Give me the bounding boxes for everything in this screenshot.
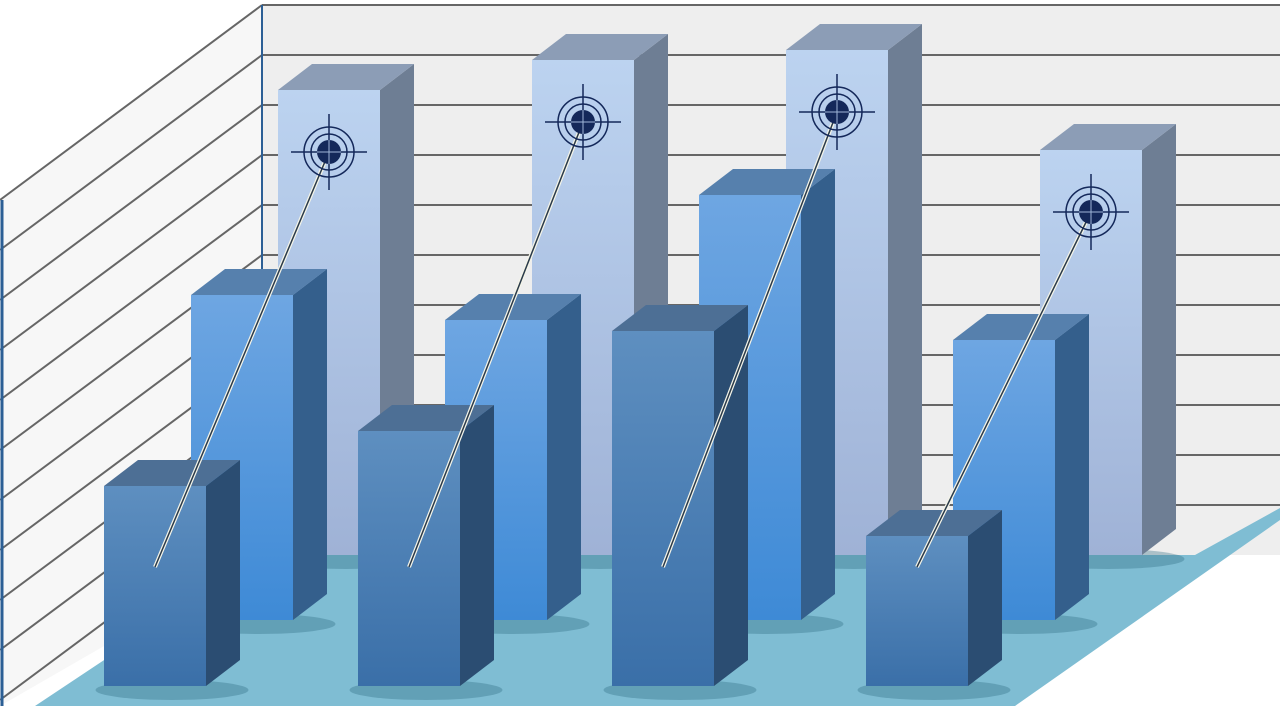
bar-top [953, 314, 1089, 340]
pointer-line [408, 121, 584, 568]
bar-top [612, 305, 748, 331]
bar-front [866, 536, 968, 686]
bar-front [104, 486, 206, 686]
bar [603, 305, 757, 700]
bar-side [206, 460, 240, 686]
bar [182, 269, 336, 634]
target-ring-outer [303, 126, 355, 178]
target-ring-inner [310, 133, 348, 171]
side-gridline [0, 54, 263, 251]
bar [857, 510, 1011, 700]
bar-top [699, 169, 835, 195]
bar-top [191, 269, 327, 295]
bar-front [612, 331, 714, 686]
bar-side [460, 405, 494, 686]
bar-top [278, 64, 414, 90]
pointer-line [916, 211, 1092, 568]
bar-top [445, 294, 581, 320]
bar-side [1142, 124, 1176, 555]
bar-top [104, 460, 240, 486]
target-markers [291, 74, 1129, 250]
target-ring-inner [1072, 193, 1110, 231]
bar-side [293, 269, 327, 620]
pointer-line [662, 111, 838, 568]
bar-top [866, 510, 1002, 536]
target-ring-outer [557, 96, 609, 148]
bar-top [1040, 124, 1176, 150]
bar [95, 460, 249, 700]
bar-side [714, 305, 748, 686]
side-gridline [0, 104, 263, 301]
bar-top [358, 405, 494, 431]
bar [349, 405, 503, 700]
side-gridline [0, 154, 263, 351]
bar-top [786, 24, 922, 50]
pointer-line [154, 151, 330, 568]
target-ring-outer [1065, 186, 1117, 238]
target-ring-inner [564, 103, 602, 141]
side-gridline [0, 4, 263, 201]
side-gridline [0, 204, 263, 401]
bar-side [888, 24, 922, 555]
target-icon [545, 84, 621, 160]
bar-side [968, 510, 1002, 686]
bar-front [358, 431, 460, 686]
bars [95, 24, 1185, 700]
target-ring-outer [811, 86, 863, 138]
bar-side [801, 169, 835, 620]
bar-side [547, 294, 581, 620]
target-icon [1053, 174, 1129, 250]
bar-side [1055, 314, 1089, 620]
bar-top [532, 34, 668, 60]
target-ring-inner [818, 93, 856, 131]
target-icon [799, 74, 875, 150]
target-icon [291, 114, 367, 190]
